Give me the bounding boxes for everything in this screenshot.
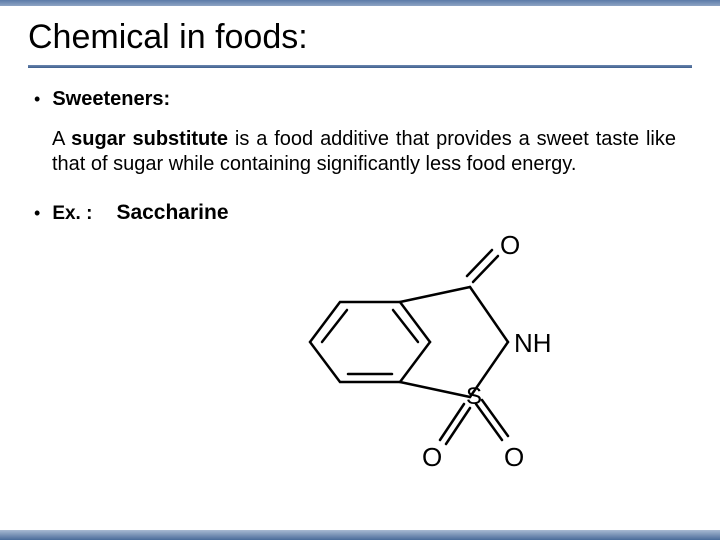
bullet-dot-icon: • bbox=[34, 204, 40, 222]
atom-o-right: O bbox=[504, 442, 524, 472]
example-label: Ex. : bbox=[52, 203, 92, 225]
structure-svg: O NH S O O S bbox=[270, 232, 580, 492]
atom-o-left: O bbox=[422, 442, 442, 472]
bottom-border bbox=[0, 530, 720, 540]
bullet-label: Sweeteners: bbox=[52, 88, 170, 111]
atom-o-top: O bbox=[500, 232, 520, 260]
definition-text: A sugar substitute is a food additive th… bbox=[52, 127, 676, 177]
example-row: • Ex. : Saccharine bbox=[34, 201, 686, 225]
top-border bbox=[0, 0, 720, 6]
page-title: Chemical in foods: bbox=[28, 18, 692, 61]
atom-s-visible: S bbox=[466, 383, 482, 410]
title-underline bbox=[28, 65, 692, 68]
atom-nh: NH bbox=[514, 328, 552, 358]
content-area: • Sweeteners: A sugar substitute is a fo… bbox=[34, 88, 686, 225]
bullet-sweeteners: • Sweeteners: bbox=[34, 88, 686, 111]
example-name: Saccharine bbox=[116, 201, 228, 225]
def-pre: A bbox=[52, 128, 71, 150]
title-block: Chemical in foods: bbox=[28, 18, 692, 68]
bullet-dot-icon: • bbox=[34, 90, 40, 108]
saccharine-structure: O NH S O O S bbox=[270, 232, 580, 492]
def-term: sugar substitute bbox=[71, 128, 228, 150]
